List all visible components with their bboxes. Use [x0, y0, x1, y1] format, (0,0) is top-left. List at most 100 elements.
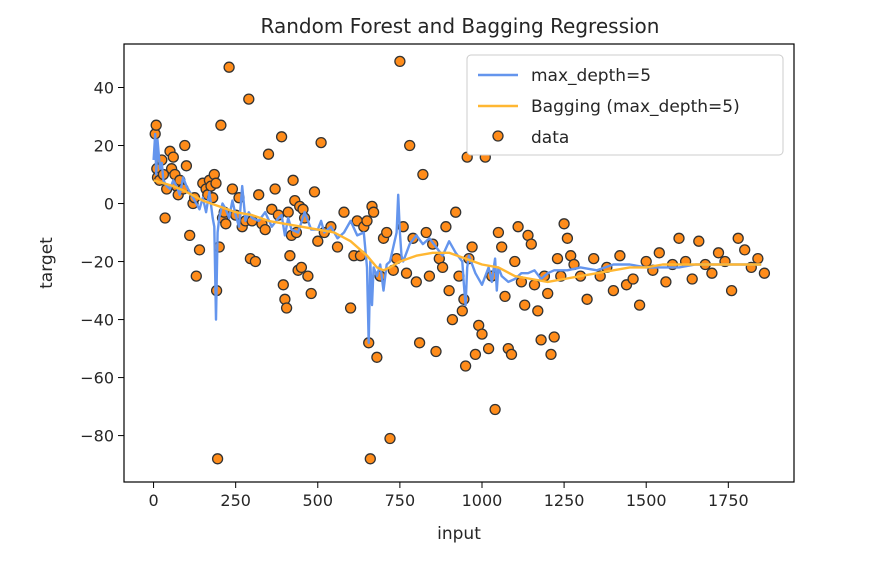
data-point: [712, 247, 725, 259]
data-point: [364, 453, 376, 465]
data-point: [706, 267, 718, 279]
y-tick-label: 20: [94, 137, 114, 156]
data-point: [159, 212, 171, 224]
y-tick-label: −20: [80, 253, 114, 272]
data-point: [614, 250, 626, 262]
data-point: [284, 250, 296, 262]
data-point: [535, 334, 547, 346]
data-point: [561, 232, 574, 244]
data-point: [732, 232, 744, 244]
legend-box: [466, 54, 784, 156]
data-point: [686, 273, 698, 285]
y-tick-label: −60: [80, 369, 114, 388]
data-point: [551, 252, 564, 265]
data-point: [519, 299, 531, 311]
data-point: [211, 453, 224, 465]
x-tick-label: 750: [385, 491, 416, 510]
data-point: [167, 151, 179, 163]
x-tick-label: 1000: [462, 491, 503, 510]
data-point: [532, 305, 544, 317]
y-tick-label: −80: [80, 427, 114, 446]
data-point: [302, 270, 314, 282]
data-point: [443, 284, 455, 297]
data-point: [482, 342, 495, 355]
data-point: [739, 244, 751, 256]
data-point: [420, 226, 432, 239]
x-tick-label: 500: [303, 491, 334, 510]
x-tick-label: 1250: [544, 491, 585, 510]
data-point: [512, 221, 524, 233]
legend-label-data: data: [531, 128, 569, 148]
data-point: [476, 328, 488, 340]
data-point: [450, 206, 462, 218]
data-point: [456, 305, 468, 317]
data-point: [226, 183, 239, 195]
data-point: [253, 189, 265, 201]
data-point: [446, 313, 459, 326]
data-point: [259, 223, 271, 236]
data-point: [262, 148, 275, 160]
data-point: [558, 218, 570, 230]
x-axis: 0 250 500 750 1000 1250 1500 1750: [148, 482, 749, 510]
legend: max_depth=5 Bagging (max_depth=5) data: [466, 54, 784, 156]
data-point: [275, 131, 288, 143]
data-point: [184, 229, 196, 242]
data-point: [489, 403, 501, 416]
data-point: [633, 299, 646, 311]
data-point: [312, 235, 324, 247]
data-point: [469, 348, 482, 361]
data-point: [430, 345, 442, 358]
data-point: [315, 136, 327, 149]
data-point: [150, 119, 162, 131]
data-point: [210, 177, 222, 189]
series-line-bagging: [153, 179, 762, 284]
data-point: [243, 93, 255, 105]
x-axis-label: input: [437, 524, 481, 544]
x-tick-label: 0: [148, 491, 158, 510]
data-point: [581, 293, 593, 305]
data-point: [673, 232, 685, 244]
legend-label-max-depth: max_depth=5: [531, 66, 651, 86]
plot-layer: [149, 55, 771, 465]
data-point: [308, 186, 321, 198]
chart-title: Random Forest and Bagging Regression: [261, 14, 660, 38]
data-point: [640, 255, 652, 268]
data-point: [542, 287, 554, 300]
data-point: [338, 206, 350, 218]
data-point: [220, 218, 232, 230]
data-point: [492, 226, 505, 239]
data-point: [660, 276, 672, 288]
data-point: [394, 55, 406, 68]
data-point: [525, 238, 537, 250]
data-point: [179, 139, 191, 152]
data-point: [459, 360, 472, 372]
data-point: [545, 348, 557, 361]
data-point: [607, 284, 620, 297]
data-point: [190, 270, 202, 282]
data-point: [725, 284, 738, 297]
data-point: [384, 432, 396, 445]
data-point: [282, 206, 294, 218]
data-point: [758, 267, 771, 279]
plot-frame: [123, 43, 795, 483]
legend-label-bagging: Bagging (max_depth=5): [531, 97, 740, 117]
data-point: [693, 235, 705, 247]
data-point: [280, 302, 293, 314]
data-point: [331, 241, 344, 253]
x-tick-label: 250: [220, 491, 251, 510]
y-tick-label: 40: [94, 79, 114, 98]
y-axis-label: target: [37, 237, 57, 289]
data-point: [193, 244, 206, 256]
data-point: [367, 206, 380, 218]
data-point: [287, 174, 299, 186]
x-tick-label: 1500: [626, 491, 667, 510]
y-axis: −80 −60 −40 −20 0 20 40: [80, 79, 124, 446]
data-point: [417, 168, 429, 181]
data-point: [496, 241, 508, 253]
data-point: [404, 139, 416, 152]
data-point: [627, 273, 639, 285]
data-point: [400, 267, 413, 279]
data-point: [295, 261, 308, 274]
